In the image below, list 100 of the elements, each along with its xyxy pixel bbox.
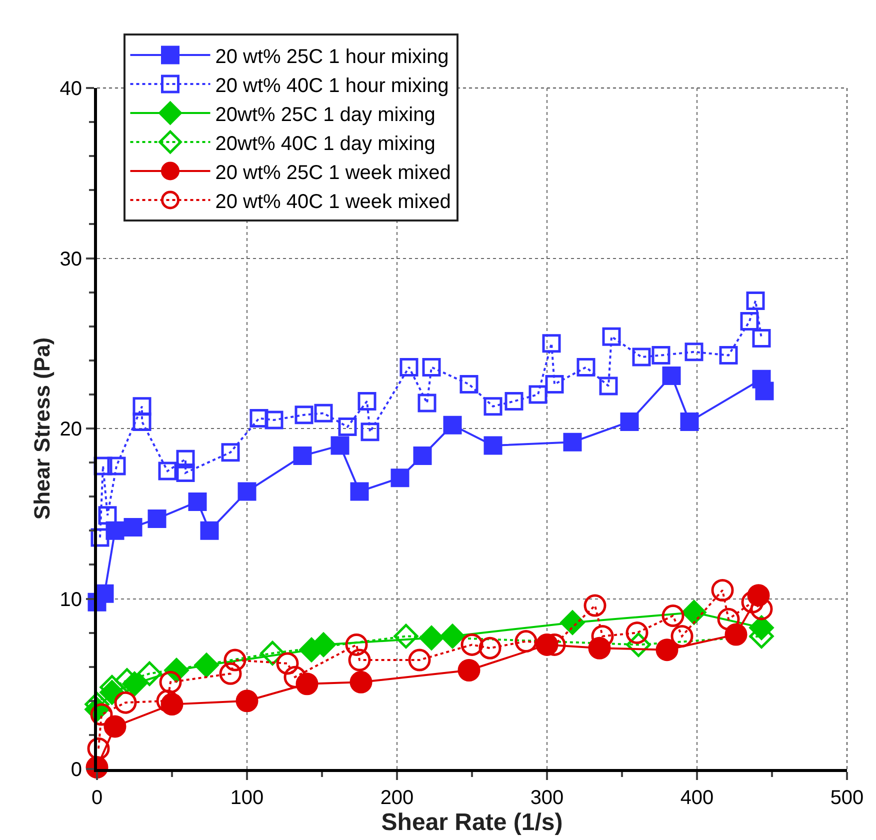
point <box>602 327 621 346</box>
point <box>504 392 524 411</box>
point <box>176 464 195 482</box>
point <box>680 412 699 431</box>
point <box>458 659 480 682</box>
point <box>443 416 462 434</box>
point <box>200 521 219 540</box>
point <box>148 509 166 528</box>
point <box>137 661 162 686</box>
point <box>314 404 333 422</box>
point <box>484 397 502 416</box>
point <box>348 648 371 672</box>
point <box>132 397 152 416</box>
point <box>418 394 436 412</box>
point <box>719 346 738 365</box>
point <box>394 624 418 649</box>
point <box>584 594 606 617</box>
point <box>87 737 110 760</box>
point <box>95 584 114 603</box>
point <box>741 590 764 614</box>
y-tick-label: 0 <box>70 759 82 781</box>
point <box>219 662 242 685</box>
point <box>114 691 137 714</box>
point <box>545 374 564 394</box>
point <box>460 374 478 394</box>
point <box>746 292 765 310</box>
point <box>542 334 561 353</box>
point <box>413 446 432 465</box>
point <box>158 462 177 480</box>
legend-label: 20wt% 40C 1 day mixing <box>215 132 436 155</box>
point <box>194 652 219 678</box>
point <box>563 432 582 452</box>
legend-label: 20 wt% 25C 1 week mixed <box>215 162 451 184</box>
point <box>132 412 152 431</box>
point <box>440 624 465 649</box>
x-axis-title: Shear Rate (1/s) <box>381 809 563 836</box>
point <box>576 358 596 376</box>
point <box>90 528 110 547</box>
point <box>717 608 740 630</box>
y-tick-label: 20 <box>60 418 82 440</box>
point <box>724 623 748 646</box>
point <box>662 604 684 628</box>
point <box>90 703 113 726</box>
x-tick-label: 400 <box>680 787 714 809</box>
point <box>752 329 771 348</box>
point <box>276 652 299 675</box>
y-tick-label: 30 <box>60 248 82 270</box>
point <box>626 622 648 644</box>
x-tick-label: 500 <box>830 787 864 809</box>
point <box>740 312 759 330</box>
point <box>460 633 484 656</box>
legend-label: 20 wt% 40C 1 hour mixing <box>215 74 449 97</box>
x-tick-label: 100 <box>230 787 264 809</box>
point <box>294 406 314 424</box>
point <box>284 666 306 688</box>
point <box>656 638 678 662</box>
point <box>250 409 268 428</box>
x-tick-label: 200 <box>380 787 414 809</box>
point <box>236 690 258 712</box>
point <box>104 715 126 738</box>
point <box>408 648 431 672</box>
point <box>422 358 441 376</box>
point <box>390 468 410 488</box>
x-tick-label: 300 <box>530 787 564 809</box>
point <box>360 422 380 442</box>
point <box>400 358 418 376</box>
point <box>159 670 182 694</box>
point <box>330 436 350 455</box>
point <box>345 633 368 656</box>
point <box>670 624 694 648</box>
point <box>662 366 681 385</box>
point <box>98 506 117 525</box>
point <box>350 670 372 694</box>
point <box>684 342 704 362</box>
point <box>419 626 444 650</box>
point <box>358 392 376 411</box>
legend-label: 20 wt% 40C 1 week mixed <box>215 190 451 213</box>
point <box>107 456 126 476</box>
point <box>293 446 312 465</box>
point <box>755 382 774 400</box>
point <box>221 443 240 462</box>
point <box>188 492 207 511</box>
point <box>176 450 195 468</box>
y-tick-label: 10 <box>60 588 82 611</box>
point <box>682 600 706 625</box>
point <box>338 418 357 436</box>
point <box>652 346 670 365</box>
point <box>632 348 651 366</box>
point <box>238 482 256 501</box>
legend-label: 20 wt% 25C 1 hour mixing <box>215 46 449 68</box>
point <box>484 436 502 455</box>
x-tick-label: 0 <box>91 787 103 809</box>
point <box>478 636 502 660</box>
point <box>224 648 246 672</box>
point <box>560 610 585 635</box>
point <box>599 376 618 396</box>
point <box>620 412 639 431</box>
y-axis-title: Shear Stress (Pa) <box>30 337 55 520</box>
y-tick-label: 40 <box>60 78 82 100</box>
point <box>711 578 734 602</box>
